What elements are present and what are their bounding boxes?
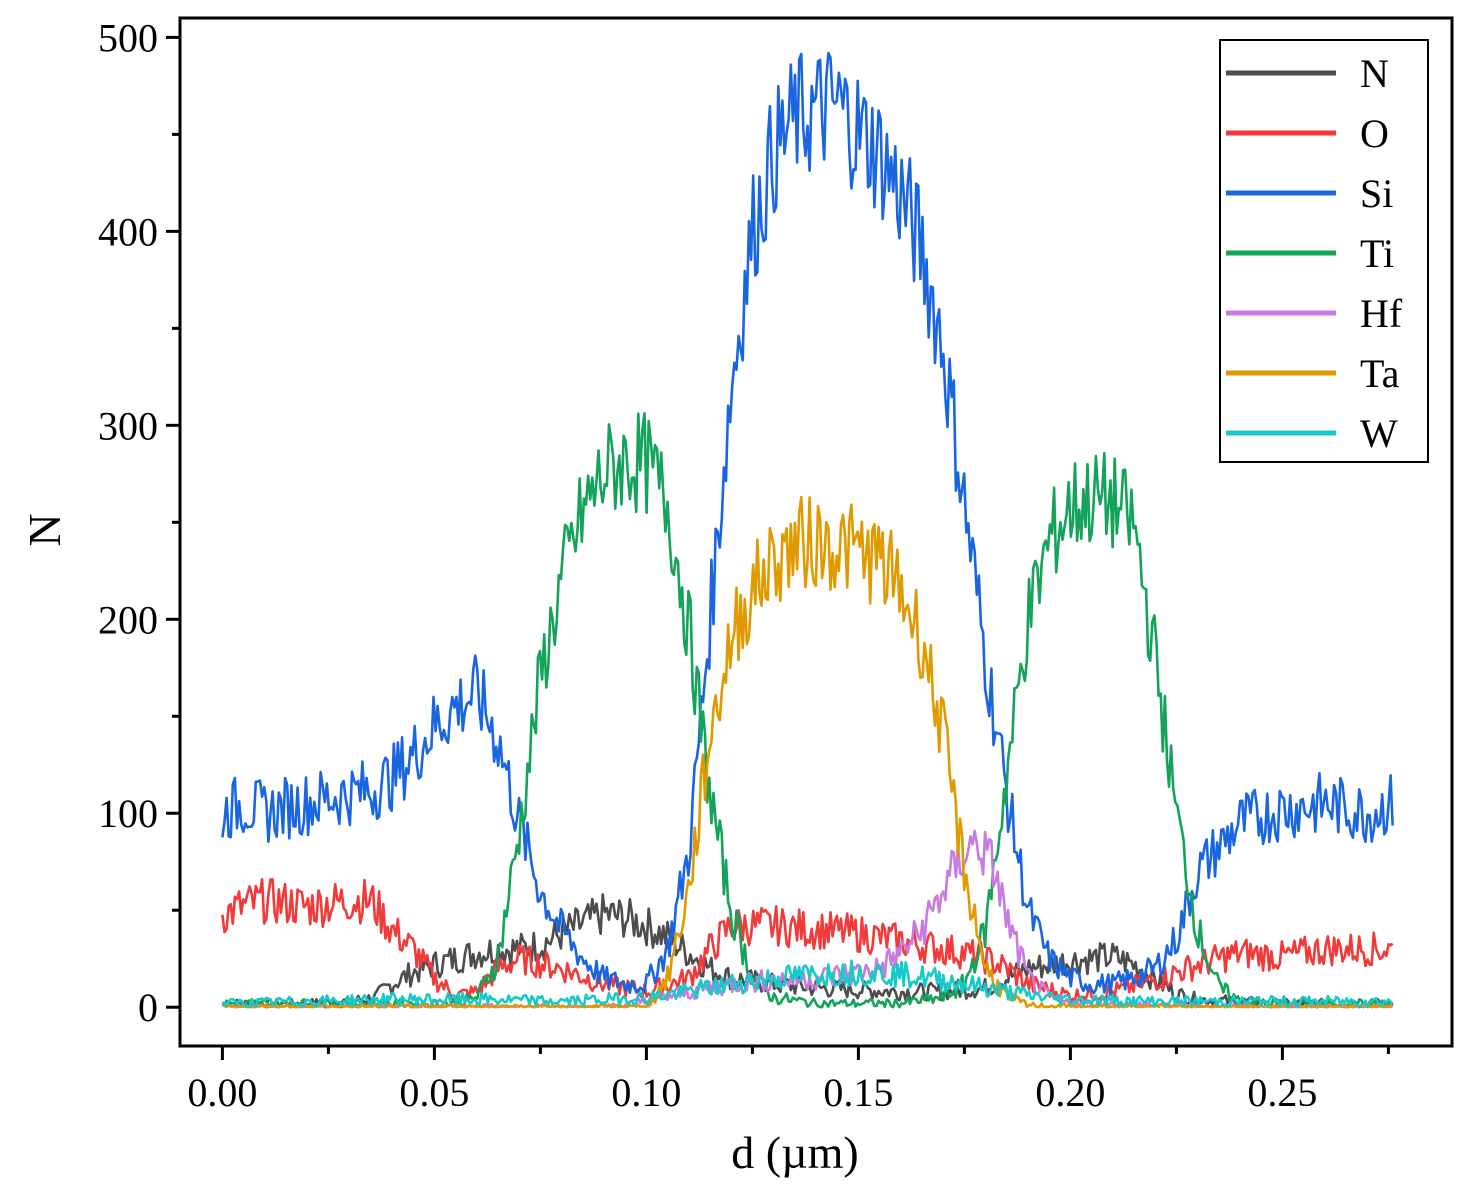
series-line-o <box>221 878 1394 1004</box>
series-line-si <box>221 51 1394 996</box>
legend-label: W <box>1360 411 1398 456</box>
y-tick-label: 500 <box>98 15 158 60</box>
x-tick-label: 0.00 <box>187 1070 257 1115</box>
y-axis-label: N <box>19 513 70 546</box>
legend-label: Ta <box>1360 351 1400 396</box>
x-tick-label: 0.05 <box>399 1070 469 1115</box>
legend-label: Ti <box>1360 231 1394 276</box>
x-tick-label: 0.15 <box>823 1070 893 1115</box>
legend-label: Hf <box>1360 291 1403 336</box>
x-axis-label: d (µm) <box>731 1127 858 1178</box>
legend: NO Si Ti Hf Ta W <box>1219 39 1429 463</box>
y-tick-label: 0 <box>138 985 158 1030</box>
x-tick-label: 0.25 <box>1247 1070 1317 1115</box>
series-layer <box>221 51 1394 1009</box>
legend-label: O <box>1360 111 1389 156</box>
series-line-w <box>221 959 1394 1009</box>
y-tick-label: 100 <box>98 791 158 836</box>
y-tick-label: 300 <box>98 403 158 448</box>
y-tick-label: 400 <box>98 209 158 254</box>
x-tick-label: 0.10 <box>611 1070 681 1115</box>
plot-frame <box>178 16 1454 1048</box>
x-tick-label: 0.20 <box>1035 1070 1105 1115</box>
legend-label: N <box>1360 51 1389 96</box>
series-line-ta <box>221 495 1394 1009</box>
y-tick-label: 200 <box>98 597 158 642</box>
axis-ticks: 0.00 0.05 0.10 0.15 0.20 0.25 0 100 200 300 400 500 <box>98 15 1390 1115</box>
legend-label: Si <box>1360 171 1393 216</box>
